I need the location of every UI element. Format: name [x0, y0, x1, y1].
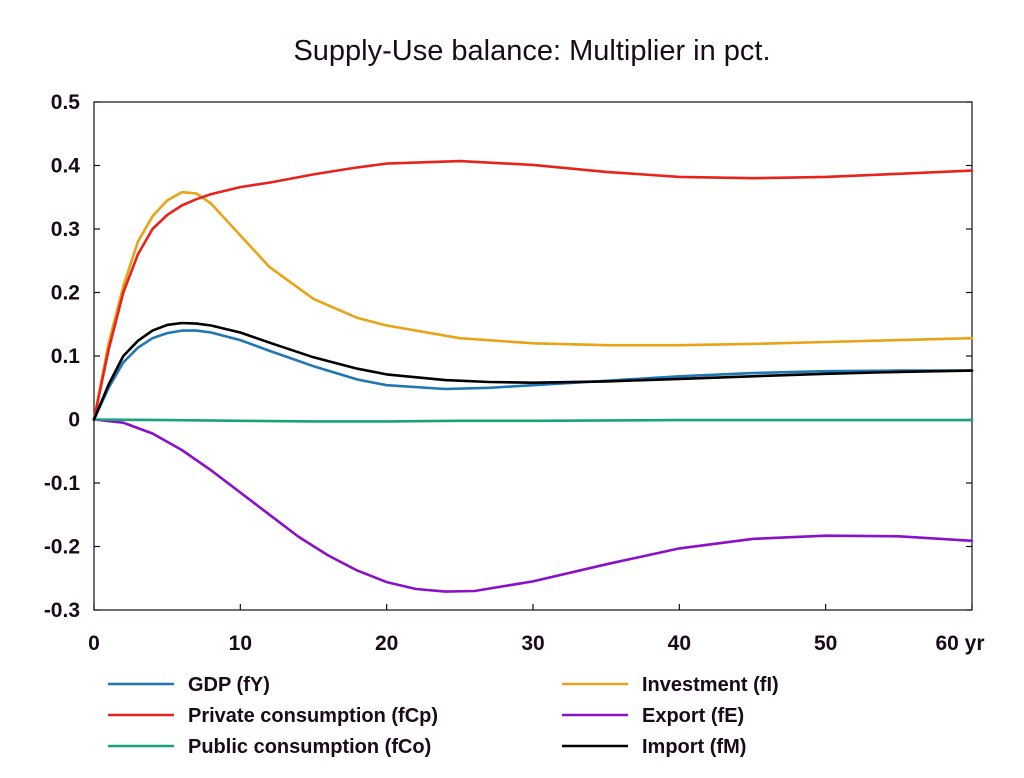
x-tick-label: 20 — [375, 632, 398, 655]
y-tick-label: -0.1 — [44, 472, 81, 495]
x-tick-label: 10 — [229, 632, 252, 655]
y-tick-label: -0.2 — [44, 536, 80, 559]
legend-label: Private consumption (fCp) — [188, 705, 438, 727]
y-tick-label: 0.5 — [51, 91, 81, 114]
y-tick-label: 0.4 — [51, 155, 81, 178]
x-tick-label: 60 yr — [935, 632, 984, 655]
plot-frame — [93, 101, 973, 611]
series-line-3 — [92, 418, 974, 593]
x-tick-label: 50 — [814, 632, 837, 655]
y-tick-label: 0.3 — [51, 218, 80, 241]
y-tick-label: 0 — [68, 409, 80, 432]
y-tick-label: 0.1 — [51, 345, 81, 368]
y-tick-label: -0.3 — [44, 599, 80, 622]
series-lines — [92, 159, 974, 593]
x-tick-label: 0 — [88, 632, 100, 655]
chart-title: Supply-Use balance: Multiplier in pct. — [293, 35, 770, 67]
series-line-5 — [92, 321, 974, 421]
series-line-2 — [92, 159, 974, 421]
legend-label: Public consumption (fCo) — [188, 736, 431, 758]
legend-label: Investment (fI) — [642, 674, 779, 696]
y-tick-label: 0.2 — [51, 282, 80, 305]
series-line-4 — [92, 418, 974, 423]
legend-label: Export (fE) — [642, 705, 744, 727]
legend-label: GDP (fY) — [188, 674, 270, 696]
x-tick-label: 40 — [668, 632, 691, 655]
x-tick-label: 30 — [521, 632, 544, 655]
legend-label: Import (fM) — [642, 736, 746, 758]
series-line-0 — [92, 329, 974, 421]
series-line-1 — [92, 190, 974, 421]
legend: GDP (fY) Investment (fI) Private consumpti… — [108, 674, 779, 758]
axes: 0.5 0.4 0.3 0.2 0.1 0 -0.1 -0.2 -0.3 0 10 20 30 40 50 6… — [44, 91, 985, 655]
